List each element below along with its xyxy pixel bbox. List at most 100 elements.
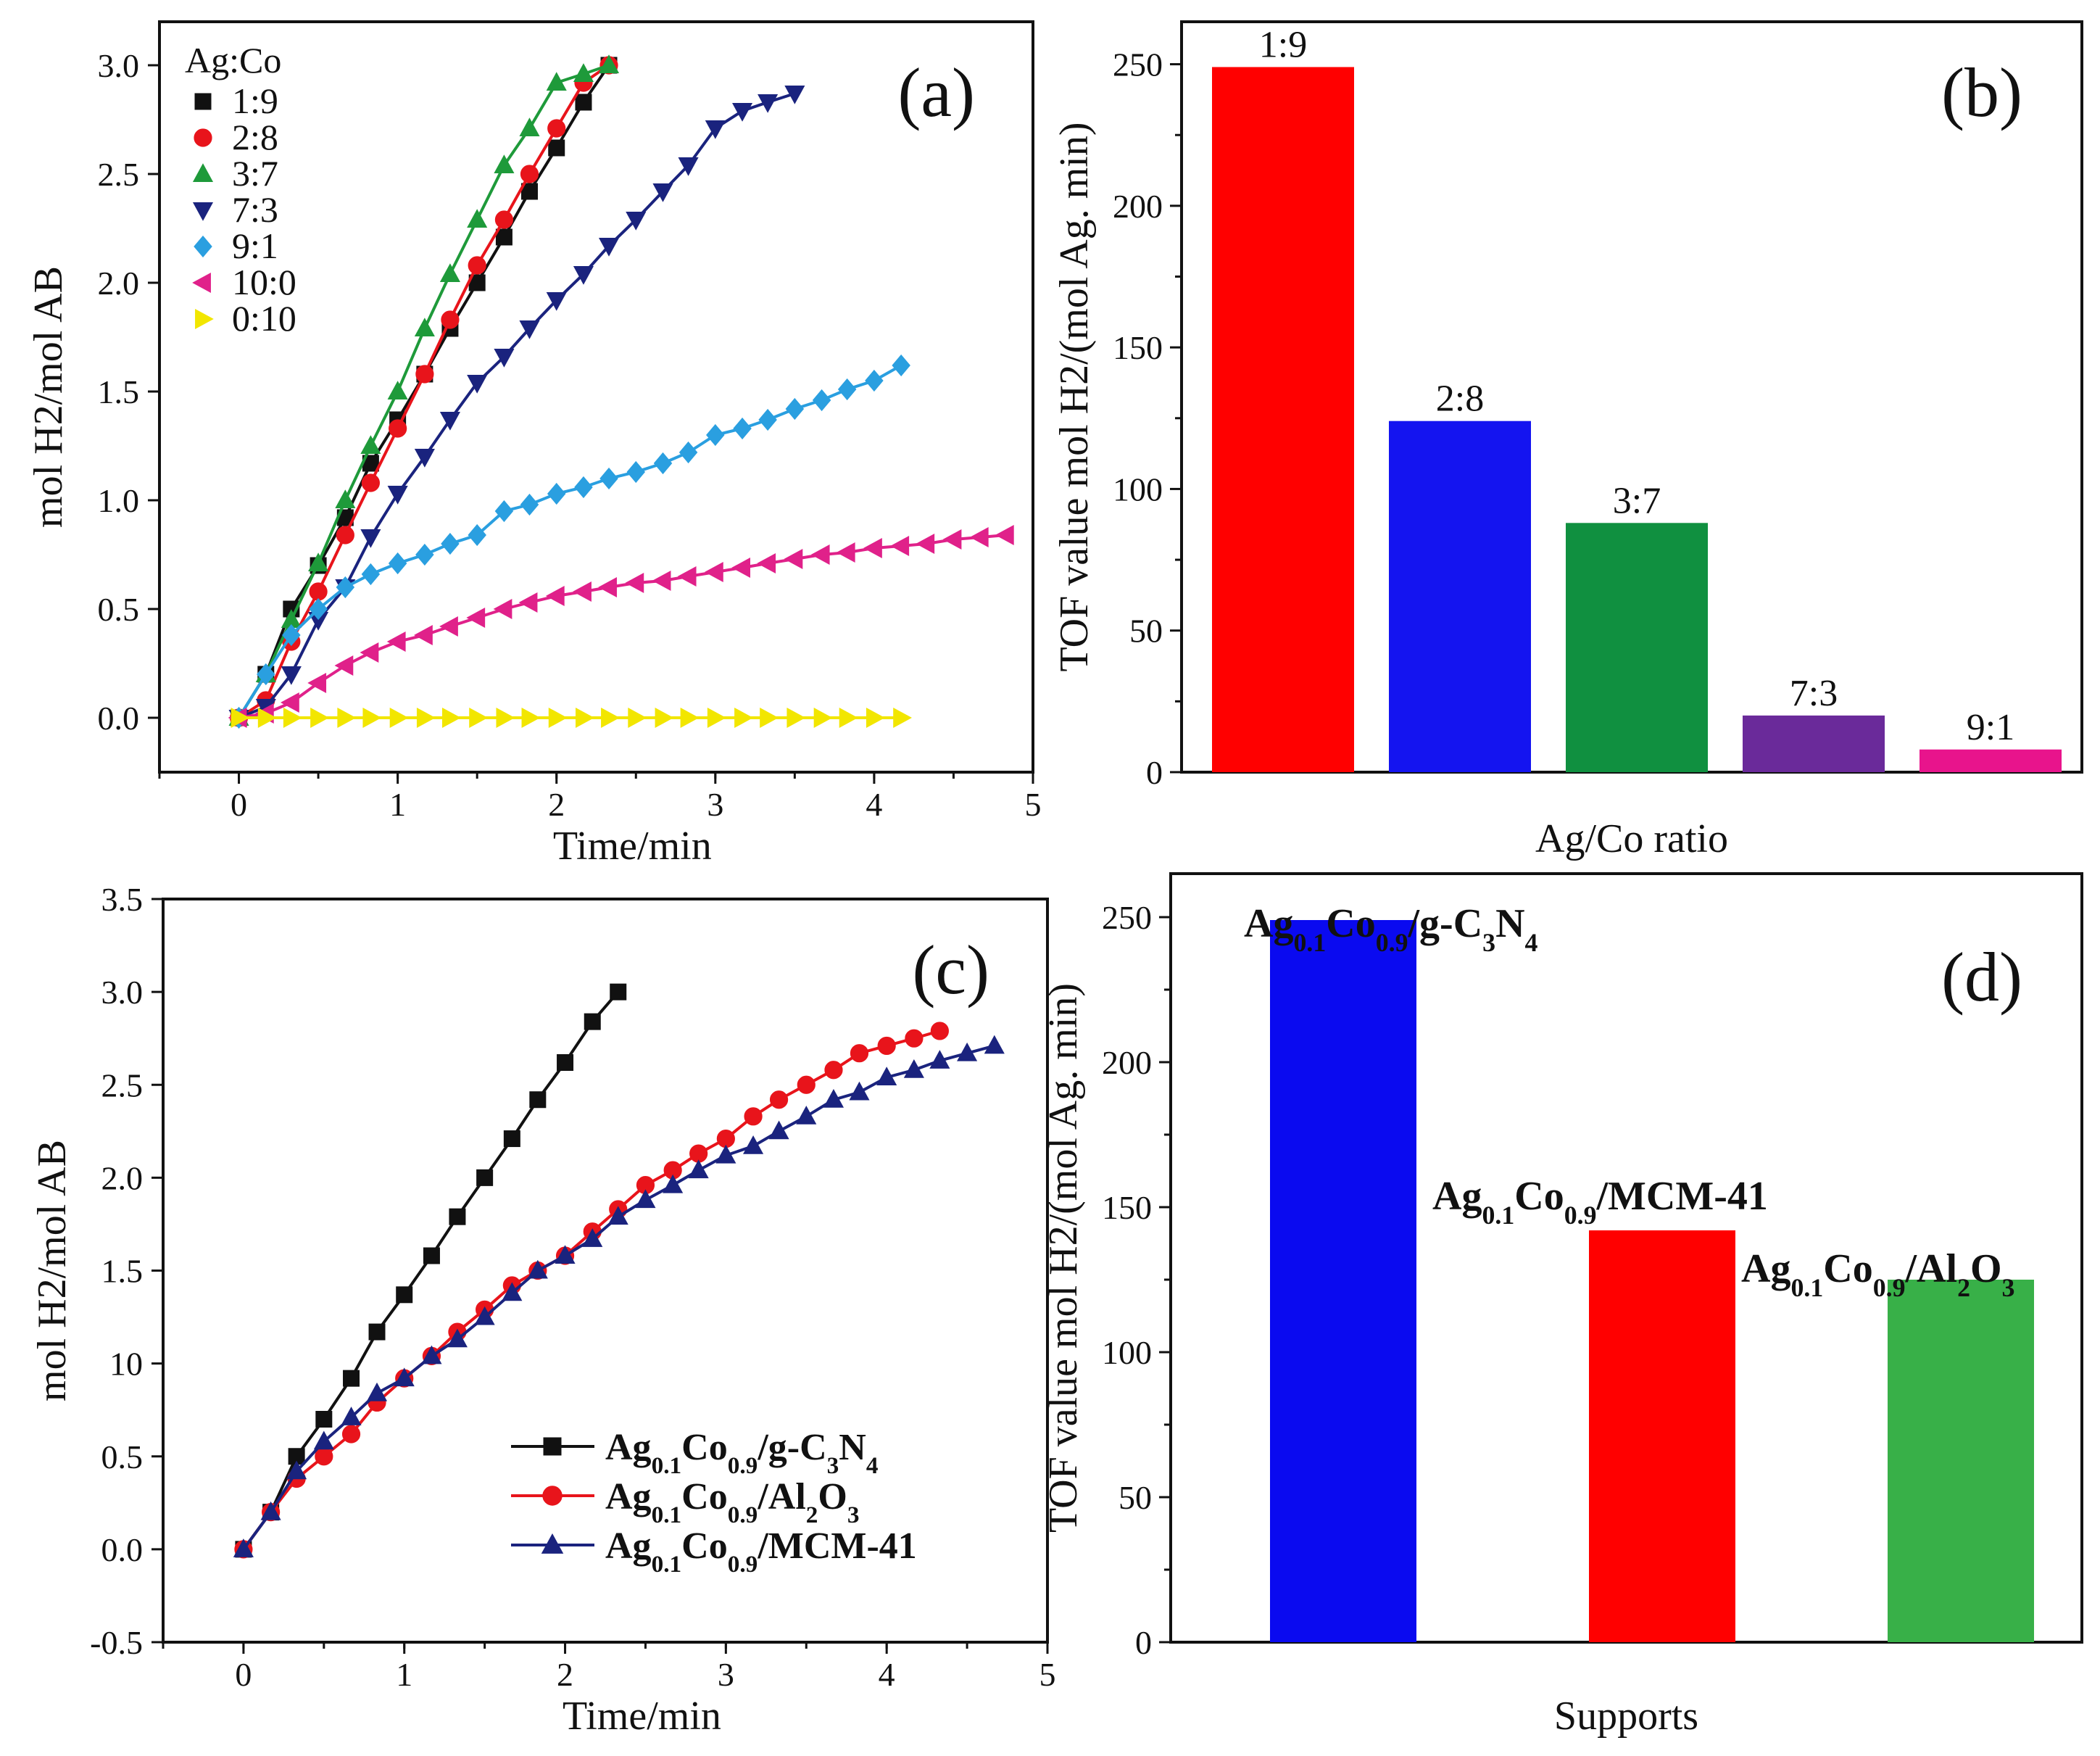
data-point	[678, 441, 698, 464]
data-point	[468, 256, 486, 275]
data-point	[705, 120, 726, 139]
data-point	[466, 607, 486, 629]
data-point	[877, 1036, 896, 1056]
data-point	[493, 598, 512, 620]
data-point	[286, 1460, 307, 1480]
data-point	[663, 1174, 684, 1193]
legend-marker	[194, 128, 212, 147]
text-part: Co	[681, 1525, 728, 1567]
data-point	[652, 570, 671, 592]
bar-label: 3:7	[1613, 480, 1661, 521]
text-part: /Al	[1905, 1246, 1958, 1291]
data-point	[813, 707, 833, 729]
subscript-part: 0.1	[1293, 928, 1326, 957]
text-part: /g-C	[757, 1427, 826, 1468]
data-point	[308, 552, 329, 571]
data-point	[520, 183, 538, 200]
data-point	[957, 1042, 978, 1061]
data-point	[677, 566, 697, 587]
data-point	[863, 537, 882, 559]
text-part: Co	[1514, 1174, 1564, 1219]
data-point	[905, 1029, 924, 1048]
y-tick-label: 0.5	[98, 591, 140, 628]
text-part: O	[818, 1476, 847, 1517]
x-tick-label: 4	[879, 1656, 895, 1693]
data-point	[336, 576, 355, 599]
x-tick-label: 2	[557, 1656, 573, 1693]
y-tick-label: 100	[1102, 1334, 1152, 1371]
text-part: N	[1495, 901, 1524, 946]
y-tick-label: 2.5	[98, 156, 140, 193]
data-point	[599, 467, 618, 490]
legend-label: 7:3	[232, 189, 278, 230]
data-point	[520, 493, 539, 516]
text-part: /Al	[757, 1476, 805, 1517]
data-point	[575, 94, 592, 111]
legend-label: 1:9	[232, 80, 278, 121]
data-point	[626, 212, 647, 231]
data-point	[520, 165, 539, 183]
x-tick-label: 0	[235, 1656, 252, 1693]
text-part: Co	[1326, 901, 1375, 946]
data-point	[439, 616, 458, 637]
data-point	[387, 381, 408, 399]
data-point	[360, 642, 379, 663]
legend-marker	[194, 93, 212, 110]
data-point	[527, 1259, 548, 1279]
data-point	[890, 535, 910, 557]
legend-marker	[543, 1437, 562, 1456]
y-tick-label: 0.5	[101, 1438, 144, 1475]
y-tick-label: 10	[109, 1346, 143, 1383]
data-point	[555, 1245, 576, 1264]
data-point	[547, 119, 566, 138]
data-point	[678, 157, 699, 176]
x-tick-label: 2	[548, 786, 565, 823]
data-point	[415, 543, 434, 566]
subscript-part: 0.9	[1564, 1201, 1597, 1230]
data-point	[468, 523, 486, 547]
data-point	[414, 318, 435, 336]
data-point	[849, 1081, 870, 1101]
data-point	[518, 592, 538, 613]
y-tick-label: 3.0	[101, 974, 144, 1011]
data-point	[441, 707, 461, 729]
data-point	[307, 672, 327, 694]
subscript-part: 0.1	[1790, 1273, 1823, 1302]
legend: Ag:Co1:92:83:77:39:110:00:10	[185, 40, 296, 339]
data-point	[796, 1106, 817, 1125]
text-part: Ag	[605, 1476, 652, 1517]
legend-label: 0:10	[232, 298, 296, 339]
bar-Ag0.1Co0.9/MCM-41	[1589, 1230, 1735, 1642]
bar-label: 1:9	[1259, 24, 1307, 65]
data-point	[386, 631, 406, 653]
y-tick-label: 200	[1102, 1044, 1152, 1081]
data-point	[439, 263, 460, 282]
data-point	[414, 449, 435, 468]
data-point	[414, 624, 433, 646]
data-point	[361, 563, 381, 586]
data-point	[368, 1323, 386, 1341]
y-axis-label: mol H2/mol AB	[30, 1140, 75, 1401]
legend-marker	[192, 202, 214, 221]
data-point	[394, 1367, 415, 1387]
data-point	[865, 369, 884, 392]
data-point	[521, 707, 541, 729]
data-point	[824, 1061, 843, 1080]
data-point	[625, 572, 644, 594]
x-tick-label: 5	[1039, 1656, 1056, 1693]
subscript-part: 0.9	[728, 1551, 758, 1578]
subscript-part: 3	[847, 1502, 860, 1528]
legend-marker	[192, 272, 211, 294]
data-point	[441, 532, 460, 555]
data-point	[769, 1090, 789, 1109]
data-point	[652, 183, 673, 202]
data-point	[495, 228, 512, 246]
data-point	[494, 154, 515, 173]
data-point	[758, 94, 779, 113]
text-part: /g-C	[1408, 901, 1483, 946]
bar-9:1	[1920, 749, 2062, 772]
data-point	[626, 460, 646, 484]
legend-label: 10:0	[232, 262, 296, 302]
data-point	[441, 310, 460, 329]
legend-label: 2:8	[232, 117, 278, 157]
